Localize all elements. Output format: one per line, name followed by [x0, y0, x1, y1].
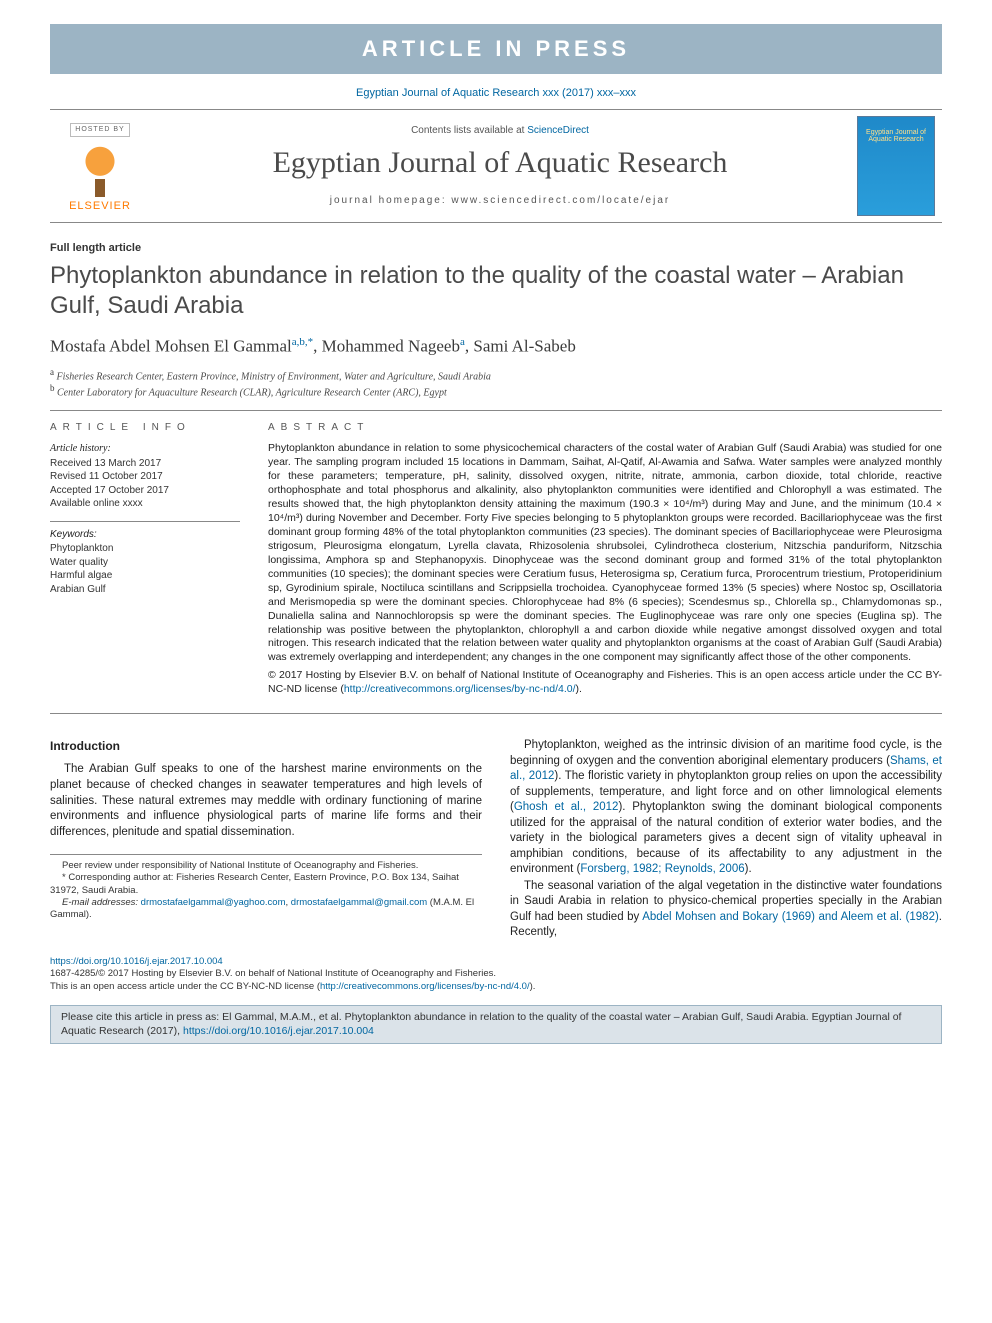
- rule-below-abstract: [50, 713, 942, 714]
- publisher-block: HOSTED BY ELSEVIER: [50, 116, 150, 216]
- keyword-3: Harmful algae: [50, 569, 240, 583]
- authors-line: Mostafa Abdel Mohsen El Gammala,b,*, Moh…: [50, 335, 942, 359]
- aff-text-b: Center Laboratory for Aquaculture Resear…: [57, 388, 447, 399]
- corr-label: * Corresponding author at:: [62, 872, 173, 883]
- aff-text-a: Fisheries Research Center, Eastern Provi…: [57, 371, 491, 382]
- email-2[interactable]: drmostafaelgammal@gmail.com: [291, 897, 427, 908]
- peer-review-note: Peer review under responsibility of Nati…: [50, 860, 482, 872]
- history-label: Article history:: [50, 442, 240, 456]
- publisher-name: ELSEVIER: [69, 199, 131, 214]
- author-2-name: Mohammed Nageeb: [322, 337, 460, 356]
- keyword-2: Water quality: [50, 556, 240, 570]
- license-line1: 1687-4285/© 2017 Hosting by Elsevier B.V…: [50, 968, 496, 979]
- email-label: E-mail addresses:: [62, 897, 138, 908]
- ref-shams[interactable]: Shams, et al., 2012: [510, 755, 942, 783]
- body-right-col: Phytoplankton, weighed as the intrinsic …: [510, 738, 942, 942]
- keywords-label: Keywords:: [50, 528, 240, 542]
- citation-box: Please cite this article in press as: El…: [50, 1005, 942, 1044]
- running-head: Egyptian Journal of Aquatic Research xxx…: [50, 86, 942, 101]
- footnote-block: Peer review under responsibility of Nati…: [50, 854, 482, 922]
- abstract-license: © 2017 Hosting by Elsevier B.V. on behal…: [268, 669, 942, 697]
- abstract-body: Phytoplankton abundance in relation to s…: [268, 442, 942, 697]
- aff-sup-a: a: [50, 367, 54, 377]
- keyword-1: Phytoplankton: [50, 542, 240, 556]
- corresponding-author: * Corresponding author at: Fisheries Res…: [50, 872, 482, 897]
- author-1-name: Mostafa Abdel Mohsen El Gammal: [50, 337, 292, 356]
- article-in-press-banner: ARTICLE IN PRESS: [50, 24, 942, 74]
- intro-right-text: Phytoplankton, weighed as the intrinsic …: [510, 738, 942, 941]
- intro-left-p1: The Arabian Gulf speaks to one of the ha…: [50, 762, 482, 840]
- sciencedirect-link[interactable]: ScienceDirect: [527, 125, 589, 136]
- doi-link[interactable]: https://doi.org/10.1016/j.ejar.2017.10.0…: [50, 956, 223, 967]
- masthead: HOSTED BY ELSEVIER Contents lists availa…: [50, 109, 942, 223]
- author-3-name: Sami Al-Sabeb: [473, 337, 575, 356]
- keyword-4: Arabian Gulf: [50, 583, 240, 597]
- article-info-col: ARTICLE INFO Article history: Received 1…: [50, 421, 240, 698]
- rule-above-info: [50, 410, 942, 411]
- abstract-label: ABSTRACT: [268, 421, 942, 435]
- history-revised: Revised 11 October 2017: [50, 470, 240, 484]
- cover-thumb-wrap: Egyptian Journal of Aquatic Research: [850, 116, 942, 216]
- affiliations: a Fisheries Research Center, Eastern Pro…: [50, 367, 942, 400]
- aff-sup-b: b: [50, 383, 55, 393]
- cover-thumb-title: Egyptian Journal of Aquatic Research: [862, 129, 930, 144]
- masthead-center: Contents lists available at ScienceDirec…: [150, 116, 850, 216]
- history-online: Available online xxxx: [50, 497, 240, 511]
- license-line2: This is an open access article under the…: [50, 981, 320, 992]
- abstract-text: Phytoplankton abundance in relation to s…: [268, 442, 942, 663]
- article-info-label: ARTICLE INFO: [50, 421, 240, 435]
- license-url[interactable]: http://creativecommons.org/licenses/by-n…: [320, 981, 530, 992]
- author-1-marks: a,b,*: [292, 336, 313, 348]
- introduction-heading: Introduction: [50, 738, 482, 754]
- affiliation-b: b Center Laboratory for Aquaculture Rese…: [50, 383, 942, 399]
- abstract-col: ABSTRACT Phytoplankton abundance in rela…: [268, 421, 942, 698]
- hosted-by-label: HOSTED BY: [70, 123, 129, 136]
- article-type: Full length article: [50, 241, 942, 256]
- history-received: Received 13 March 2017: [50, 457, 240, 471]
- journal-cover-thumb: Egyptian Journal of Aquatic Research: [857, 116, 935, 216]
- journal-homepage: journal homepage: www.sciencedirect.com/…: [150, 194, 850, 208]
- license-close: ).: [530, 981, 536, 992]
- info-rule: [50, 521, 240, 522]
- cite-doi-link[interactable]: https://doi.org/10.1016/j.ejar.2017.10.0…: [183, 1025, 374, 1037]
- abstract-license-link[interactable]: http://creativecommons.org/licenses/by-n…: [344, 683, 576, 695]
- ref-abdel[interactable]: Abdel Mohsen and Bokary (1969) and Aleem…: [642, 911, 939, 923]
- article-title: Phytoplankton abundance in relation to t…: [50, 261, 942, 321]
- body-left-col: Introduction The Arabian Gulf speaks to …: [50, 738, 482, 942]
- email-line: E-mail addresses: drmostafaelgammal@yagh…: [50, 897, 482, 922]
- ref-ghosh[interactable]: Ghosh et al., 2012: [514, 801, 619, 813]
- affiliation-a: a Fisheries Research Center, Eastern Pro…: [50, 367, 942, 383]
- history-accepted: Accepted 17 October 2017: [50, 484, 240, 498]
- abstract-license-close: ).: [576, 683, 582, 695]
- intro-right-p2: The seasonal variation of the algal vege…: [510, 879, 942, 941]
- intro-left-text: The Arabian Gulf speaks to one of the ha…: [50, 762, 482, 840]
- journal-name: Egyptian Journal of Aquatic Research: [150, 143, 850, 184]
- contents-lists-line: Contents lists available at ScienceDirec…: [150, 124, 850, 138]
- elsevier-tree-icon: [71, 141, 129, 199]
- ref-forsberg[interactable]: Forsberg, 1982; Reynolds, 2006: [580, 863, 744, 875]
- license-footer: https://doi.org/10.1016/j.ejar.2017.10.0…: [50, 956, 942, 993]
- intro-right-p1: Phytoplankton, weighed as the intrinsic …: [510, 738, 942, 878]
- contents-prefix: Contents lists available at: [411, 125, 527, 136]
- email-1[interactable]: drmostafaelgammal@yaghoo.com: [141, 897, 286, 908]
- author-2-marks: a: [460, 336, 465, 348]
